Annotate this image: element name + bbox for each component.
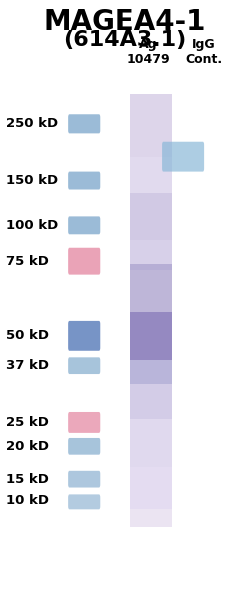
Text: 25 kD: 25 kD: [6, 416, 49, 429]
Bar: [130, 383, 172, 419]
FancyBboxPatch shape: [68, 248, 100, 275]
FancyBboxPatch shape: [68, 494, 100, 509]
FancyBboxPatch shape: [68, 321, 100, 351]
FancyBboxPatch shape: [68, 172, 100, 190]
Bar: [130, 94, 172, 157]
Bar: [130, 467, 172, 509]
Text: 20 kD: 20 kD: [6, 440, 49, 453]
Bar: [130, 360, 172, 383]
Bar: [130, 193, 172, 240]
Text: 37 kD: 37 kD: [6, 359, 49, 372]
FancyBboxPatch shape: [68, 471, 100, 488]
FancyBboxPatch shape: [68, 358, 100, 374]
FancyBboxPatch shape: [68, 412, 100, 433]
Text: 100 kD: 100 kD: [6, 219, 59, 232]
Text: (614A3.1): (614A3.1): [64, 30, 186, 50]
FancyBboxPatch shape: [68, 438, 100, 455]
Text: 10 kD: 10 kD: [6, 494, 49, 506]
Bar: [130, 264, 172, 312]
Bar: [130, 94, 172, 527]
FancyBboxPatch shape: [162, 142, 204, 172]
Text: 15 kD: 15 kD: [6, 473, 49, 485]
Text: IgG
Cont.: IgG Cont.: [186, 38, 223, 66]
Text: MAGEA4-1: MAGEA4-1: [44, 8, 206, 36]
Text: 150 kD: 150 kD: [6, 174, 59, 187]
FancyBboxPatch shape: [68, 217, 100, 235]
Bar: [130, 240, 172, 270]
FancyBboxPatch shape: [68, 114, 100, 133]
Bar: [130, 157, 172, 193]
Text: Ag
10479: Ag 10479: [127, 38, 170, 66]
Text: 50 kD: 50 kD: [6, 329, 49, 343]
Bar: [130, 419, 172, 467]
Bar: [130, 312, 172, 360]
Text: 75 kD: 75 kD: [6, 254, 49, 268]
Text: 250 kD: 250 kD: [6, 118, 59, 130]
